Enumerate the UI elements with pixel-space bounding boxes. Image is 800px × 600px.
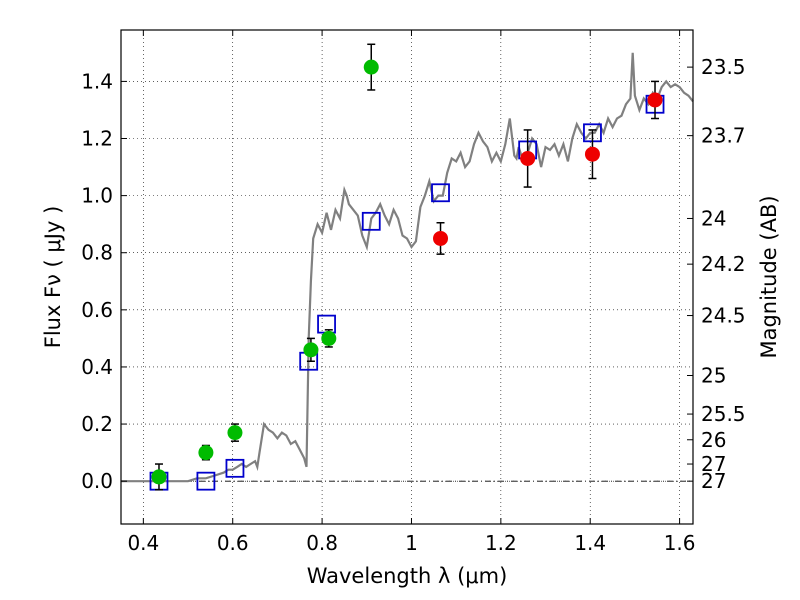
mag-tick-label: 23.5 xyxy=(701,55,746,79)
x-tick-label: 1.4 xyxy=(574,531,606,555)
observed-point xyxy=(227,425,243,441)
y-tick-label: 0.0 xyxy=(81,469,113,493)
y-tick-label: 0.6 xyxy=(81,298,113,322)
mag-tick-label: 27 xyxy=(701,469,726,493)
observed-point xyxy=(433,230,449,246)
observed-point xyxy=(647,92,663,108)
mag-tick-label: 25.5 xyxy=(701,402,746,426)
mag-tick-label: 23.7 xyxy=(701,124,746,148)
mag-tick-label: 26 xyxy=(701,428,726,452)
mag-tick-label: 24 xyxy=(701,206,726,230)
x-axis-label: Wavelength λ (μm) xyxy=(307,564,508,588)
mag-tick-label: 24.2 xyxy=(701,252,746,276)
y-tick-label: 1.4 xyxy=(81,69,113,93)
x-tick-label: 0.8 xyxy=(306,531,338,555)
x-tick-label: 1.2 xyxy=(485,531,517,555)
y-tick-label: 1.0 xyxy=(81,184,113,208)
plot-area xyxy=(121,30,693,524)
spectrum-line xyxy=(121,52,694,483)
plot-frame xyxy=(120,29,694,525)
mag-tick-label: 24.5 xyxy=(701,304,746,328)
model-square-point xyxy=(196,471,216,491)
tick-labels: 0.4 0.6 0.8 1 1.2 1.4 1.6 0.0 0.2 0.4 0.6 0.8 1.0 1.2… xyxy=(81,55,745,555)
grid xyxy=(121,30,693,524)
observed-point xyxy=(198,445,214,461)
y-tick-label: 0.2 xyxy=(81,412,113,436)
y-tick-label: 0.4 xyxy=(81,355,113,379)
observed-point xyxy=(303,342,319,358)
ticks xyxy=(121,30,693,524)
x-tick-label: 1.6 xyxy=(664,531,696,555)
series-layer xyxy=(121,43,694,491)
observed-point xyxy=(151,469,167,485)
observed-point xyxy=(321,330,337,346)
model-square-point xyxy=(361,211,381,231)
observed-point xyxy=(584,146,600,162)
model-square-point xyxy=(225,458,245,478)
x-tick-label: 0.6 xyxy=(217,531,249,555)
y-tick-label: 0.8 xyxy=(81,241,113,265)
mag-tick-label: 25 xyxy=(701,364,726,388)
observed-point xyxy=(363,59,379,75)
y-tick-label: 1.2 xyxy=(81,127,113,151)
x-tick-label: 0.4 xyxy=(127,531,159,555)
mag-tick-label: 27 xyxy=(701,452,726,476)
model-square-point xyxy=(431,183,450,203)
x-tick-label: 1 xyxy=(405,531,418,555)
y-axis-label: Flux Fν ( μJy ) xyxy=(41,206,65,349)
observed-point xyxy=(520,150,536,166)
y-right-axis-label: Magnitude (AB) xyxy=(757,195,781,358)
